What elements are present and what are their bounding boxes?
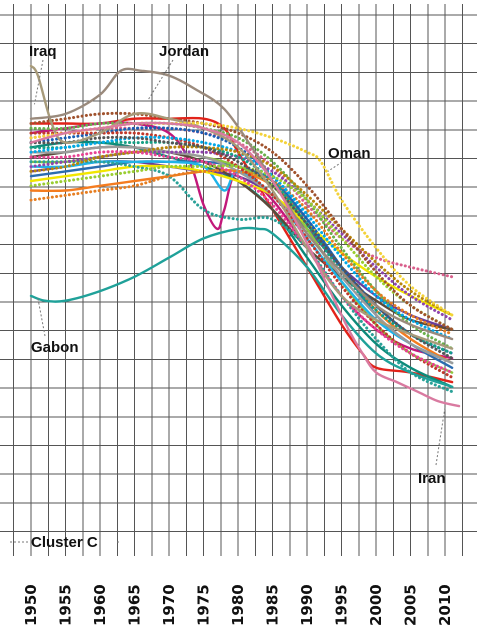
annotation-oman: Oman: [328, 145, 371, 162]
series-line-21: [29, 150, 454, 322]
x-tick-label-1960: 1960: [91, 584, 109, 626]
series-line-14: [29, 164, 454, 317]
x-tick-label-1995: 1995: [333, 584, 351, 626]
annotation-gabon: Gabon: [31, 339, 79, 356]
series-line-iran: [29, 121, 461, 408]
series-line-25: [29, 145, 454, 317]
annotation-leader-iran: [435, 406, 446, 466]
series-line-26: [29, 150, 454, 375]
x-tick-label-1975: 1975: [195, 584, 213, 626]
series-line-28: [29, 111, 454, 331]
annotation-leader-oman: [327, 161, 343, 172]
series-line-17: [29, 159, 454, 394]
x-tick-label-1985: 1985: [264, 584, 282, 626]
grid: [0, 4, 477, 556]
x-tick-label-1980: 1980: [229, 584, 247, 626]
annotation-jordan: Jordan: [159, 43, 209, 60]
series-line-27: [29, 164, 454, 331]
series-line-20: [29, 168, 454, 336]
series-line-19: [29, 121, 454, 351]
x-tick-label-1970: 1970: [160, 584, 178, 626]
x-axis-ticks: 1950 1955 1960 1965 1970 1975 1980 1985 1990 1995…: [22, 584, 454, 626]
x-tick-label-1950: 1950: [22, 584, 40, 626]
annotations: Iraq Jordan Oman Gabon Iran Cluster C: [29, 43, 446, 551]
series-line-jordan: [29, 67, 454, 341]
annotation-iraq: Iraq: [29, 43, 57, 60]
annotation-leaders: [10, 59, 446, 543]
x-tick-label-2010: 2010: [436, 584, 454, 626]
series-line-gabon: [29, 226, 454, 389]
annotation-cluster-c: Cluster C: [31, 534, 98, 551]
series-line-8: [29, 168, 454, 365]
x-tick-label-1955: 1955: [57, 584, 75, 626]
x-tick-label-2000: 2000: [367, 584, 385, 626]
x-tick-label-1965: 1965: [126, 584, 144, 626]
x-tick-label-1990: 1990: [298, 584, 316, 626]
series-lines: [29, 64, 461, 408]
x-tick-label-2005: 2005: [402, 584, 420, 626]
annotation-iran: Iran: [418, 470, 446, 487]
annotation-leader-iraq: [33, 59, 44, 105]
